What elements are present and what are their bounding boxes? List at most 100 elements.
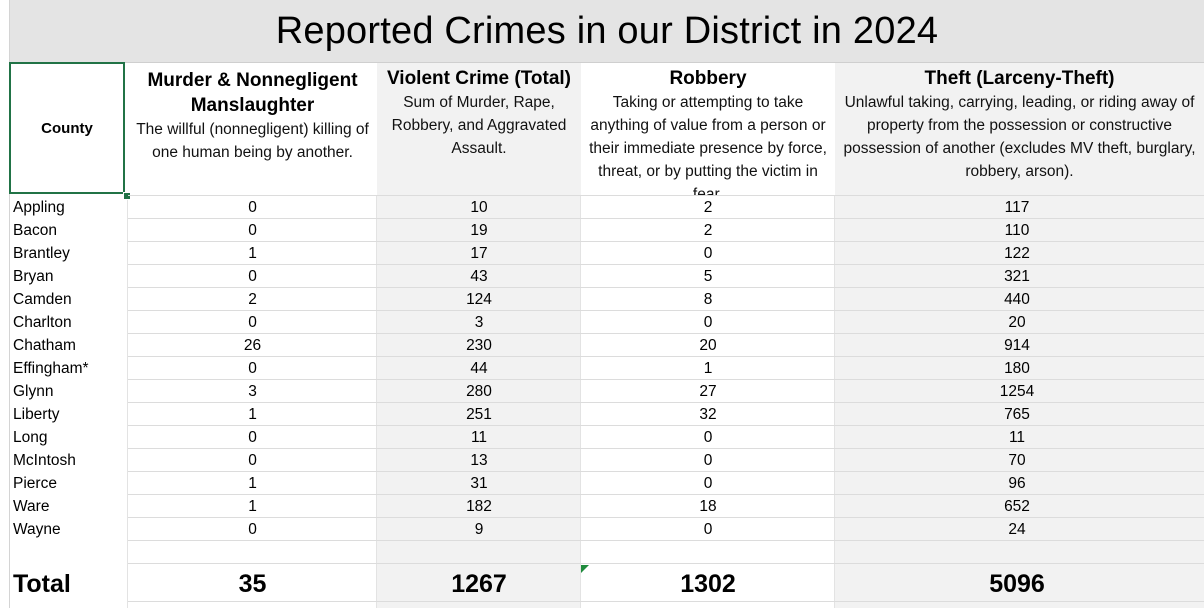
sheet-title[interactable]: Reported Crimes in our District in 2024 <box>275 10 939 52</box>
county-cell[interactable]: Ware <box>13 498 50 515</box>
violent-cell[interactable]: 11 <box>470 429 488 446</box>
county-cell[interactable]: Liberty <box>13 406 60 423</box>
violent-header-cell[interactable]: Violent Crime (Total) Sum of Murder, Rap… <box>377 62 581 195</box>
robbery-cell[interactable]: 0 <box>703 429 713 446</box>
violent-cell[interactable]: 17 <box>470 245 488 262</box>
murder-header-title: Murder & Nonnegligent Manslaughter <box>147 70 358 116</box>
robbery-cell[interactable]: 27 <box>699 383 717 400</box>
violent-cell[interactable]: 10 <box>470 199 488 216</box>
violent-cell[interactable]: 251 <box>466 406 492 423</box>
murder-cell[interactable]: 2 <box>248 291 257 308</box>
violent-cell[interactable]: 230 <box>466 337 492 354</box>
violent-cell[interactable]: 124 <box>466 291 492 308</box>
murder-cell[interactable]: 0 <box>248 521 257 538</box>
violent-cell[interactable]: 43 <box>470 268 488 285</box>
theft-cell[interactable]: 180 <box>1004 360 1030 377</box>
robbery-cell[interactable]: 18 <box>699 498 717 515</box>
violent-cell[interactable]: 44 <box>470 360 488 377</box>
robbery-cell[interactable]: 2 <box>703 199 713 216</box>
theft-cell[interactable]: 24 <box>1008 521 1026 538</box>
theft-cell[interactable]: 20 <box>1008 314 1026 331</box>
theft-cell[interactable]: 440 <box>1004 291 1030 308</box>
violent-cell[interactable]: 3 <box>474 314 484 331</box>
robbery-cell[interactable]: 0 <box>703 521 713 538</box>
theft-cell[interactable]: 765 <box>1004 406 1030 423</box>
murder-cell[interactable]: 0 <box>248 199 257 216</box>
murder-cell[interactable]: 26 <box>243 337 262 354</box>
county-header-cell[interactable]: County <box>9 62 125 194</box>
theft-header-desc: Unlawful taking, carrying, leading, or r… <box>843 94 1196 180</box>
county-cell[interactable]: Bacon <box>13 222 57 239</box>
violent-cell[interactable]: 19 <box>470 222 488 239</box>
theft-cell[interactable]: 321 <box>1004 268 1030 285</box>
table-row: Bryan 0 43 5 321 <box>10 265 1204 288</box>
violent-cell[interactable]: 31 <box>470 475 488 492</box>
total-theft-cell[interactable]: 5096 <box>989 570 1045 598</box>
theft-cell[interactable]: 96 <box>1008 475 1026 492</box>
theft-header-title: Theft (Larceny-Theft) <box>924 68 1115 89</box>
robbery-cell[interactable]: 5 <box>703 268 713 285</box>
table-row: Effingham* 0 44 1 180 <box>10 357 1204 380</box>
total-label-cell[interactable]: Total <box>13 570 71 598</box>
violent-cell[interactable]: 280 <box>466 383 492 400</box>
county-cell[interactable]: Pierce <box>13 475 57 492</box>
violent-cell[interactable]: 13 <box>470 452 488 469</box>
fill-handle[interactable] <box>123 192 131 200</box>
county-cell[interactable]: Charlton <box>13 314 72 331</box>
county-cell[interactable]: Camden <box>13 291 72 308</box>
county-cell[interactable]: Glynn <box>13 383 54 400</box>
table-row: Appling 0 10 2 117 <box>10 196 1204 219</box>
violent-cell[interactable]: 9 <box>474 521 484 538</box>
theft-cell[interactable]: 122 <box>1004 245 1030 262</box>
theft-cell[interactable]: 914 <box>1004 337 1030 354</box>
total-murder-cell[interactable]: 35 <box>238 570 267 598</box>
robbery-cell[interactable]: 0 <box>703 475 713 492</box>
murder-cell[interactable]: 3 <box>248 383 257 400</box>
total-violent-cell[interactable]: 1267 <box>451 570 507 598</box>
theft-cell[interactable]: 652 <box>1004 498 1030 515</box>
murder-header-cell[interactable]: Murder & Nonnegligent Manslaughter The w… <box>128 62 377 195</box>
theft-cell[interactable]: 11 <box>1008 429 1026 446</box>
robbery-cell[interactable]: 0 <box>703 245 713 262</box>
robbery-cell[interactable]: 0 <box>703 314 713 331</box>
murder-cell[interactable]: 0 <box>248 429 257 446</box>
county-cell[interactable]: Effingham* <box>13 360 89 377</box>
theft-cell[interactable]: 70 <box>1008 452 1026 469</box>
robbery-cell[interactable]: 1 <box>703 360 713 377</box>
robbery-header-cell[interactable]: Robbery Taking or attempting to take any… <box>581 62 835 195</box>
violent-cell[interactable]: 182 <box>466 498 492 515</box>
county-cell[interactable]: McIntosh <box>13 452 76 469</box>
murder-cell[interactable]: 1 <box>248 475 257 492</box>
robbery-cell[interactable]: 0 <box>703 452 713 469</box>
county-cell[interactable]: Appling <box>13 199 65 216</box>
theft-cell[interactable]: 117 <box>1004 199 1030 216</box>
table-row: Bacon 0 19 2 110 <box>10 219 1204 242</box>
error-indicator-icon[interactable] <box>581 565 589 573</box>
murder-cell[interactable]: 0 <box>248 360 257 377</box>
theft-cell[interactable]: 110 <box>1004 222 1030 239</box>
county-cell[interactable]: Brantley <box>13 245 70 262</box>
robbery-cell[interactable]: 20 <box>699 337 717 354</box>
table-row: McIntosh 0 13 0 70 <box>10 449 1204 472</box>
murder-cell[interactable]: 0 <box>248 222 257 239</box>
murder-cell[interactable]: 1 <box>248 245 257 262</box>
theft-cell[interactable]: 1254 <box>999 383 1035 400</box>
total-robbery-cell[interactable]: 1302 <box>680 570 736 598</box>
robbery-cell[interactable]: 2 <box>703 222 713 239</box>
table-row: Ware 1 182 18 652 <box>10 495 1204 518</box>
murder-cell[interactable]: 0 <box>248 314 257 331</box>
county-cell[interactable]: Wayne <box>13 521 61 538</box>
murder-cell[interactable]: 1 <box>248 498 257 515</box>
table-row: Charlton 0 3 0 20 <box>10 311 1204 334</box>
total-row: Total 35 1267 1302 5096 <box>10 566 1204 602</box>
murder-cell[interactable]: 0 <box>248 268 257 285</box>
robbery-cell[interactable]: 8 <box>703 291 713 308</box>
robbery-cell[interactable]: 32 <box>699 406 717 423</box>
county-cell[interactable]: Chatham <box>13 337 76 354</box>
violent-header-desc: Sum of Murder, Rape, Robbery, and Aggrav… <box>391 94 567 157</box>
murder-cell[interactable]: 0 <box>248 452 257 469</box>
county-cell[interactable]: Long <box>13 429 48 446</box>
murder-cell[interactable]: 1 <box>248 406 257 423</box>
theft-header-cell[interactable]: Theft (Larceny-Theft) Unlawful taking, c… <box>835 62 1204 195</box>
county-cell[interactable]: Bryan <box>13 268 54 285</box>
